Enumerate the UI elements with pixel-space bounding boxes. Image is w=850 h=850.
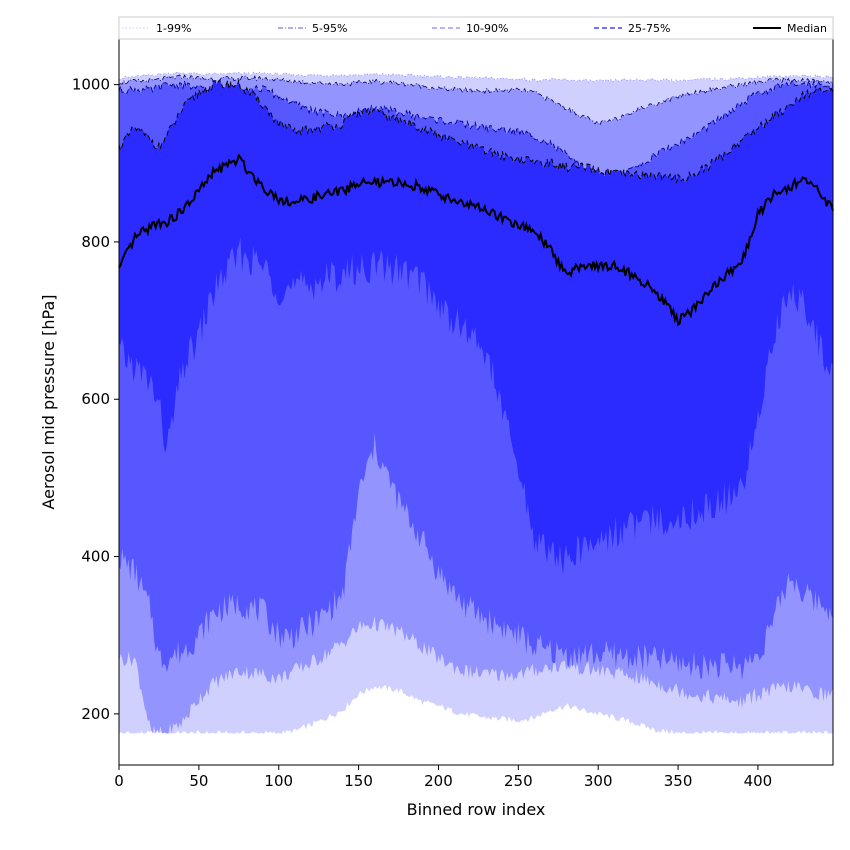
x-tick-label: 400 [744,772,773,790]
legend-box [118,16,834,40]
y-tick-label: 400 [81,548,110,566]
y-tick-label: 200 [81,705,110,723]
y-axis-ticks: 200 400 600 800 1000 [72,76,119,723]
y-tick-label: 1000 [72,76,110,94]
x-axis-ticks: 0 50 100 150 200 250 300 350 400 [114,765,772,790]
x-tick-label: 350 [664,772,693,790]
legend-label: 5-95% [312,22,347,35]
legend-label: Median [787,22,827,35]
legend-label: 1-99% [156,22,191,35]
median-layer [118,153,834,327]
band-25-to-75 [119,80,833,575]
x-tick-label: 100 [264,772,293,790]
x-tick-label: 0 [114,772,124,790]
x-tick-label: 150 [344,772,373,790]
x-tick-label: 50 [189,772,208,790]
band-upper-edge-5-95 [118,74,834,127]
x-axis-label: Binned row index [407,800,546,819]
median-line [118,153,834,327]
x-tick-label: 300 [584,772,613,790]
band-upper-edge-25-75 [118,78,834,184]
legend-label: 10-90% [466,22,508,35]
y-tick-label: 800 [81,233,110,251]
x-tick-label: 200 [424,772,453,790]
legend-label: 25-75% [628,22,670,35]
y-axis-label: Aerosol mid pressure [hPa] [39,294,58,509]
legend: 1-99% 5-95% 10-90% 25-75% Median [118,16,834,40]
x-tick-label: 250 [504,772,533,790]
percentile-bands [118,71,834,734]
y-tick-label: 600 [81,390,110,408]
